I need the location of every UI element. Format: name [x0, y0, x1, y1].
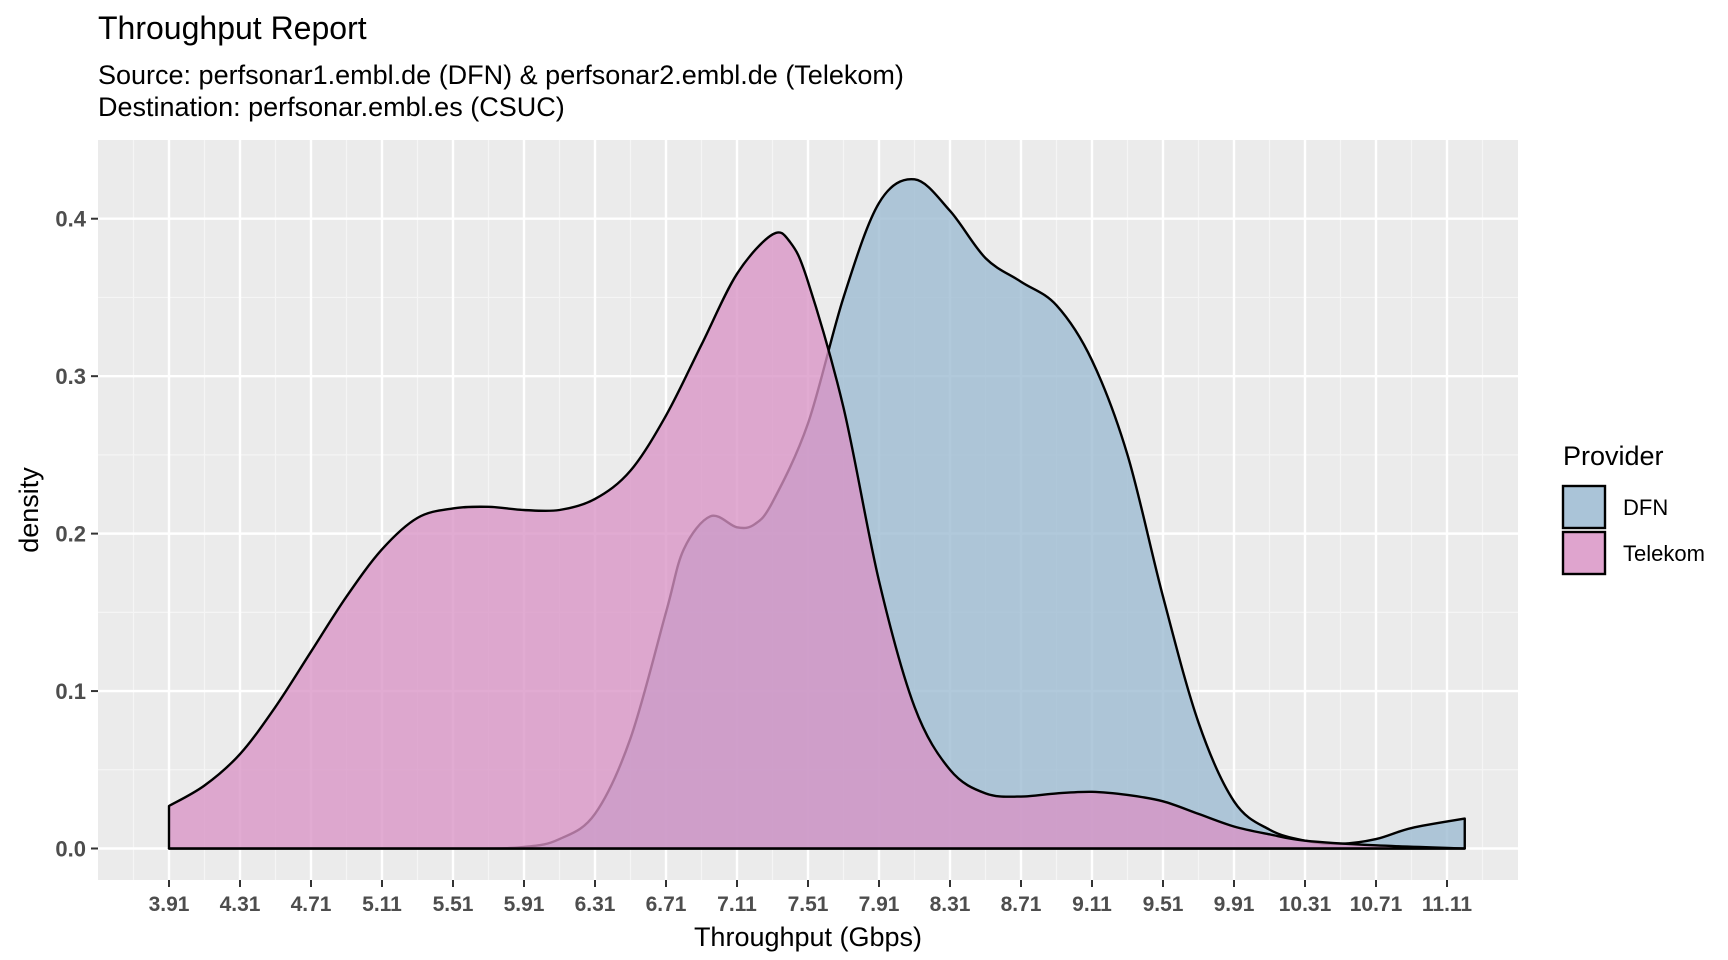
x-tick-label: 7.91 — [859, 893, 900, 916]
y-tick-label: 0.0 — [55, 837, 86, 862]
x-tick-label: 6.31 — [575, 893, 616, 916]
y-tick-label: 0.1 — [55, 679, 86, 704]
x-tick-label: 3.91 — [149, 893, 190, 916]
y-tick-label: 0.4 — [55, 207, 86, 232]
density-areas — [167, 177, 1466, 850]
x-tick-label: 10.31 — [1279, 893, 1332, 916]
x-tick-label: 5.11 — [362, 893, 402, 916]
chart-subtitle-destination: Destination: perfsonar.embl.es (CSUC) — [98, 92, 565, 122]
x-tick-label: 8.71 — [1001, 893, 1042, 916]
y-axis-title: density — [14, 467, 44, 553]
x-tick-label: 4.71 — [291, 893, 332, 916]
legend-label-dfn: DFN — [1623, 495, 1668, 520]
x-tick-label: 5.51 — [433, 893, 474, 916]
x-tick-label: 9.11 — [1072, 893, 1112, 916]
legend-title: Provider — [1563, 441, 1664, 471]
y-tick-label: 0.3 — [55, 364, 86, 389]
y-axis: 0.0 0.1 0.2 0.3 0.4 — [55, 207, 98, 862]
chart-subtitle-source: Source: perfsonar1.embl.de (DFN) & perfs… — [98, 60, 904, 90]
legend: Provider DFN Telekom — [1561, 441, 1705, 576]
chart-title: Throughput Report — [98, 10, 367, 46]
x-tick-label: 7.51 — [788, 893, 829, 916]
x-tick-label: 6.71 — [646, 893, 687, 916]
y-tick-label: 0.2 — [55, 522, 86, 547]
x-axis-title: Throughput (Gbps) — [694, 922, 922, 952]
x-tick-label: 11.11 — [1422, 893, 1473, 916]
x-axis: 3.91 4.31 4.71 5.11 5.51 5.91 6.31 6.71 7.11 7.51… — [149, 880, 1473, 916]
density-area-telekom — [169, 232, 1465, 849]
legend-key-telekom — [1561, 530, 1607, 576]
x-tick-label: 9.91 — [1214, 893, 1255, 916]
x-tick-label: 4.31 — [220, 893, 261, 916]
x-tick-label: 7.11 — [717, 893, 757, 916]
legend-key-dfn — [1561, 484, 1607, 530]
x-tick-label: 9.51 — [1143, 893, 1184, 916]
x-tick-label: 5.91 — [504, 893, 545, 916]
legend-label-telekom: Telekom — [1623, 541, 1705, 566]
density-outline-telekom — [167, 231, 1466, 850]
x-tick-label: 8.31 — [930, 893, 971, 916]
x-tick-label: 10.71 — [1350, 893, 1403, 916]
